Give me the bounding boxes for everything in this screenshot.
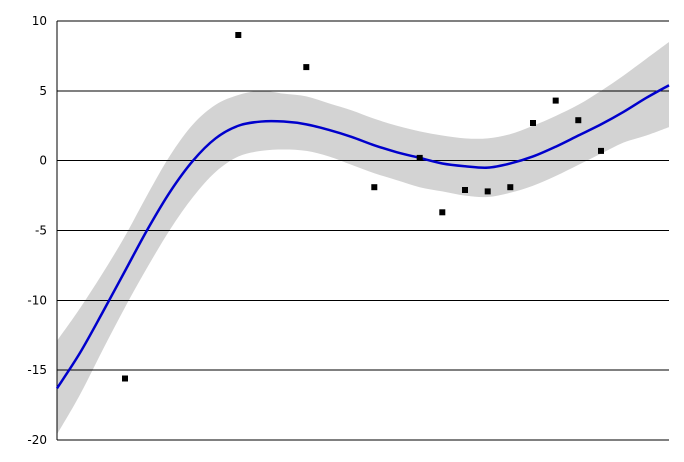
data-point <box>416 154 423 161</box>
data-point <box>439 209 446 216</box>
data-point <box>122 375 128 382</box>
data-point <box>507 184 514 191</box>
y-tick-label: -10 <box>27 293 47 307</box>
y-tick-label: -15 <box>27 363 47 377</box>
data-point <box>235 32 242 38</box>
data-point <box>552 97 559 104</box>
data-points-layer <box>122 32 604 382</box>
data-point <box>575 117 582 124</box>
y-tick-label: 5 <box>39 84 47 98</box>
data-point <box>598 147 604 154</box>
y-tick-label: -20 <box>27 433 47 447</box>
confidence-band <box>57 41 669 435</box>
fit-line-layer <box>55 84 670 390</box>
gridlines <box>57 20 669 441</box>
y-tick-label: -5 <box>35 224 47 238</box>
data-point <box>484 188 491 195</box>
fit-line <box>55 84 670 390</box>
y-tick-label: 10 <box>32 14 47 28</box>
data-point <box>462 187 468 193</box>
data-point <box>371 184 378 191</box>
y-tick-labels: 10 5 0 -5 -10 -15 -20 <box>27 14 47 447</box>
data-point <box>303 64 310 71</box>
data-point <box>530 120 536 126</box>
confidence-band-layer <box>57 41 669 435</box>
y-tick-label: 0 <box>39 154 47 168</box>
